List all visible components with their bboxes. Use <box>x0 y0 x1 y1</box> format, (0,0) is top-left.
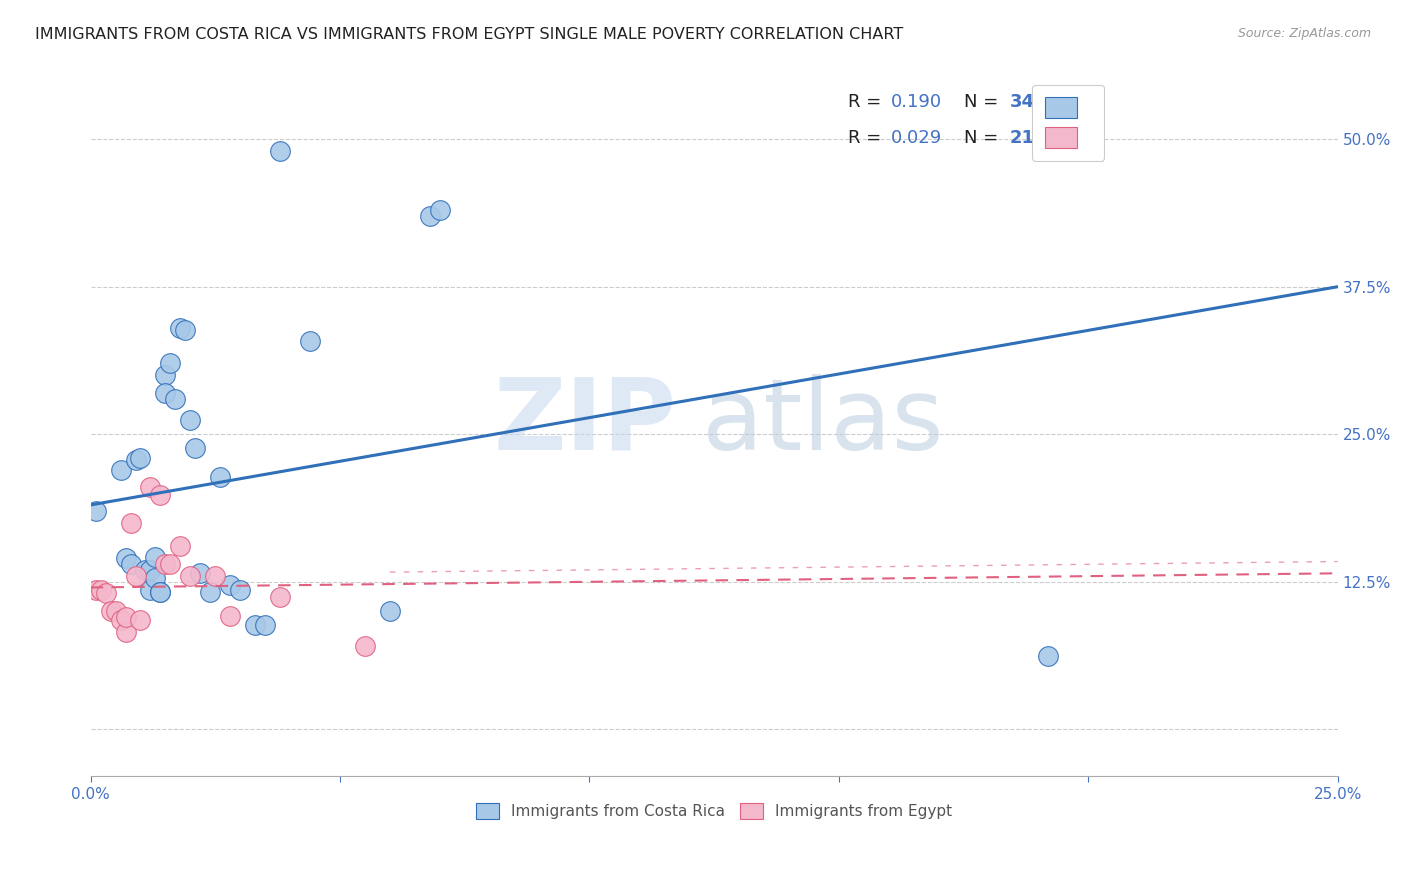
Text: 0.029: 0.029 <box>891 128 942 147</box>
Text: 34: 34 <box>1010 94 1035 112</box>
Point <box>104 604 127 618</box>
Point <box>114 610 136 624</box>
Point <box>149 585 172 599</box>
Point <box>100 604 122 618</box>
Point <box>378 604 401 618</box>
Point <box>354 640 377 654</box>
Point <box>120 557 142 571</box>
Point <box>155 557 177 571</box>
Point <box>145 571 167 585</box>
Point <box>269 590 291 604</box>
Point <box>149 488 172 502</box>
Point <box>219 608 242 623</box>
Point <box>84 504 107 518</box>
Point <box>159 356 181 370</box>
Point <box>429 202 451 217</box>
Point <box>229 582 252 597</box>
Text: R =: R = <box>848 94 887 112</box>
Point <box>174 323 197 337</box>
Point <box>269 144 291 158</box>
Point <box>124 453 146 467</box>
Point <box>139 582 162 597</box>
Point <box>145 549 167 564</box>
Point <box>245 618 267 632</box>
Text: N =: N = <box>963 128 1004 147</box>
Point <box>419 209 441 223</box>
Text: ZIP: ZIP <box>494 374 676 471</box>
Point <box>124 568 146 582</box>
Point <box>179 413 201 427</box>
Point <box>114 625 136 640</box>
Point <box>254 618 277 632</box>
Text: 0.190: 0.190 <box>891 94 942 112</box>
Point <box>200 585 222 599</box>
Point <box>94 586 117 600</box>
Point <box>169 539 191 553</box>
Point <box>90 582 112 597</box>
Point <box>129 614 152 628</box>
Point <box>139 563 162 577</box>
Point <box>159 557 181 571</box>
Text: Source: ZipAtlas.com: Source: ZipAtlas.com <box>1237 27 1371 40</box>
Point <box>110 614 132 628</box>
Point <box>1038 648 1060 663</box>
Point <box>139 480 162 494</box>
Point <box>179 568 201 582</box>
Text: 21: 21 <box>1010 128 1035 147</box>
Point <box>114 551 136 566</box>
Point <box>165 392 187 406</box>
Text: IMMIGRANTS FROM COSTA RICA VS IMMIGRANTS FROM EGYPT SINGLE MALE POVERTY CORRELAT: IMMIGRANTS FROM COSTA RICA VS IMMIGRANTS… <box>35 27 904 42</box>
Text: atlas: atlas <box>702 374 943 471</box>
Point <box>110 462 132 476</box>
Point <box>84 582 107 597</box>
Point <box>219 578 242 592</box>
Point <box>120 516 142 530</box>
Point <box>209 469 232 483</box>
Point <box>149 585 172 599</box>
Point <box>155 385 177 400</box>
Point <box>204 568 226 582</box>
Point <box>169 321 191 335</box>
Point <box>184 442 207 456</box>
Point <box>188 566 211 581</box>
Point <box>129 450 152 465</box>
Text: R =: R = <box>848 128 887 147</box>
Point <box>134 563 156 577</box>
Point <box>299 334 322 348</box>
Point <box>155 368 177 383</box>
Text: N =: N = <box>963 94 1004 112</box>
Legend: Immigrants from Costa Rica, Immigrants from Egypt: Immigrants from Costa Rica, Immigrants f… <box>470 797 959 825</box>
